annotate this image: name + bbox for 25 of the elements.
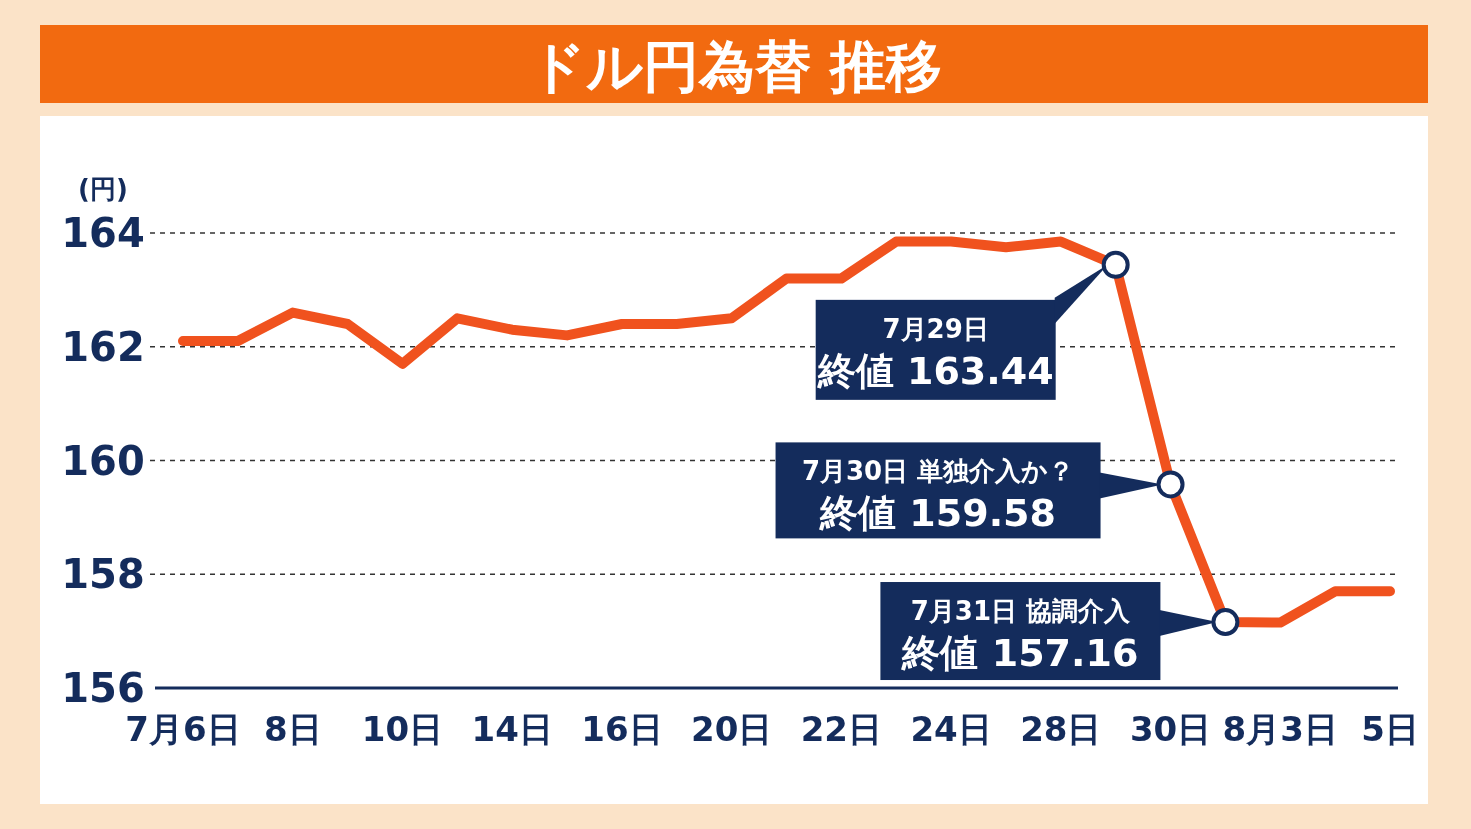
x-tick-label: 24日 [910, 709, 992, 749]
y-tick-label: 156 [61, 665, 145, 711]
x-tick-label: 8月3日 [1222, 709, 1338, 749]
annotation: 7月30日 単独介入か？ [801, 456, 1075, 487]
x-tick-label: 14日 [471, 709, 553, 749]
y-axis-title: (円) [78, 174, 128, 204]
annotation: 終値 159.58 [819, 491, 1056, 536]
chart-title: ドル円為替 推移 [528, 34, 943, 99]
y-tick-label: 162 [61, 323, 145, 370]
y-tick-label: 158 [61, 551, 145, 598]
x-tick-label: 8日 [263, 709, 322, 749]
x-tick-label: 7月6日 [125, 709, 241, 749]
x-tick-label: 22日 [800, 709, 883, 749]
annotation: 7月29日 [882, 313, 989, 344]
x-tick-label: 10日 [361, 709, 444, 749]
annotation: 7月31日 協調介入 [910, 596, 1132, 627]
x-tick-label: 5日 [1361, 709, 1419, 749]
x-tick-label: 20日 [690, 709, 773, 749]
x-tick-label: 16日 [581, 709, 663, 749]
y-tick-label: 164 [61, 210, 145, 256]
annotation: 終値 157.16 [901, 631, 1139, 676]
x-tick-label: 28日 [1020, 709, 1102, 749]
x-tick-label: 30日 [1129, 709, 1212, 749]
annotation: 終値 163.44 [816, 348, 1054, 393]
y-tick-label: 160 [61, 437, 145, 484]
